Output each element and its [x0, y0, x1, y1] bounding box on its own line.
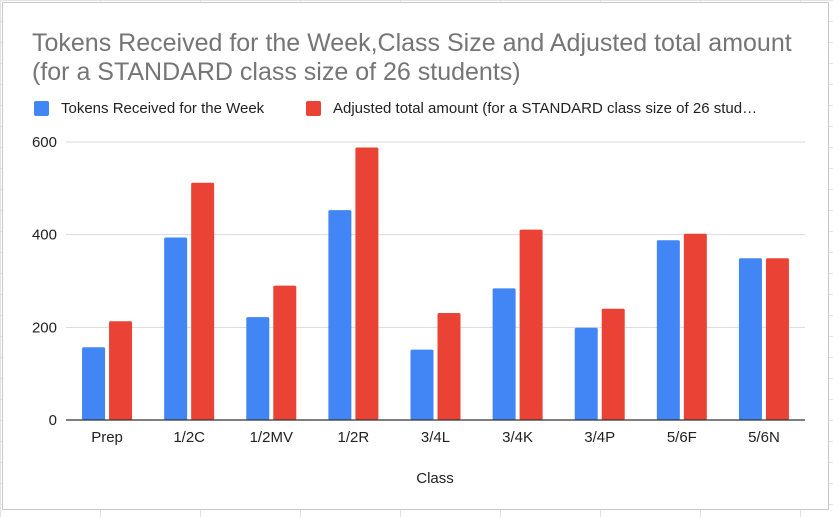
bar-adjusted-total-3-4p[interactable] — [601, 308, 625, 420]
legend-item-tokens-received[interactable]: Tokens Received for the Week — [34, 100, 264, 117]
x-tick-label-5-6n: 5/6N — [748, 429, 780, 446]
legend-swatch-tokens-received — [34, 101, 49, 116]
x-tick-label-1-2r: 1/2R — [338, 429, 370, 446]
bar-tokens-received-3-4l[interactable] — [410, 349, 434, 420]
bar-adjusted-total-3-4l[interactable] — [437, 312, 461, 420]
y-tick-label-600: 600 — [32, 134, 57, 151]
legend-item-adjusted-total[interactable]: Adjusted total amount (for a STANDARD cl… — [306, 100, 757, 117]
bar-tokens-received-3-4p[interactable] — [574, 327, 598, 420]
chart-title: Tokens Received for the Week,Class Size … — [32, 29, 792, 86]
legend-swatch-adjusted-total — [306, 101, 321, 116]
bar-adjusted-total-5-6n[interactable] — [765, 258, 789, 420]
y-tick-label-0: 0 — [49, 412, 57, 429]
bar-tokens-received-5-6n[interactable] — [738, 258, 762, 420]
bar-adjusted-total-prep[interactable] — [109, 321, 133, 420]
x-tick-label-3-4l: 3/4L — [421, 429, 450, 446]
x-axis-title: Class — [416, 470, 454, 487]
y-tick-label-200: 200 — [32, 319, 57, 336]
x-tick-label-1-2c: 1/2C — [173, 429, 205, 446]
bar-adjusted-total-1-2c[interactable] — [191, 182, 215, 420]
bar-tokens-received-1-2r[interactable] — [328, 210, 352, 420]
chart-legend: Tokens Received for the Week Adjusted to… — [34, 100, 824, 120]
bar-tokens-received-1-2c[interactable] — [164, 237, 188, 420]
bar-tokens-received-prep[interactable] — [82, 347, 106, 420]
bar-adjusted-total-5-6f[interactable] — [683, 233, 707, 420]
bar-adjusted-total-1-2mv[interactable] — [273, 285, 297, 420]
bar-adjusted-total-3-4k[interactable] — [519, 229, 543, 420]
x-tick-label-prep: Prep — [91, 429, 123, 446]
bar-adjusted-total-1-2r[interactable] — [355, 147, 379, 420]
x-tick-label-1-2mv: 1/2MV — [250, 429, 293, 446]
x-tick-label-5-6f: 5/6F — [667, 429, 697, 446]
bar-tokens-received-3-4k[interactable] — [492, 288, 516, 420]
x-tick-label-3-4k: 3/4K — [502, 429, 533, 446]
bar-tokens-received-5-6f[interactable] — [656, 240, 680, 420]
y-tick-label-400: 400 — [32, 227, 57, 244]
bar-tokens-received-1-2mv[interactable] — [246, 317, 270, 420]
x-tick-label-3-4p: 3/4P — [584, 429, 615, 446]
